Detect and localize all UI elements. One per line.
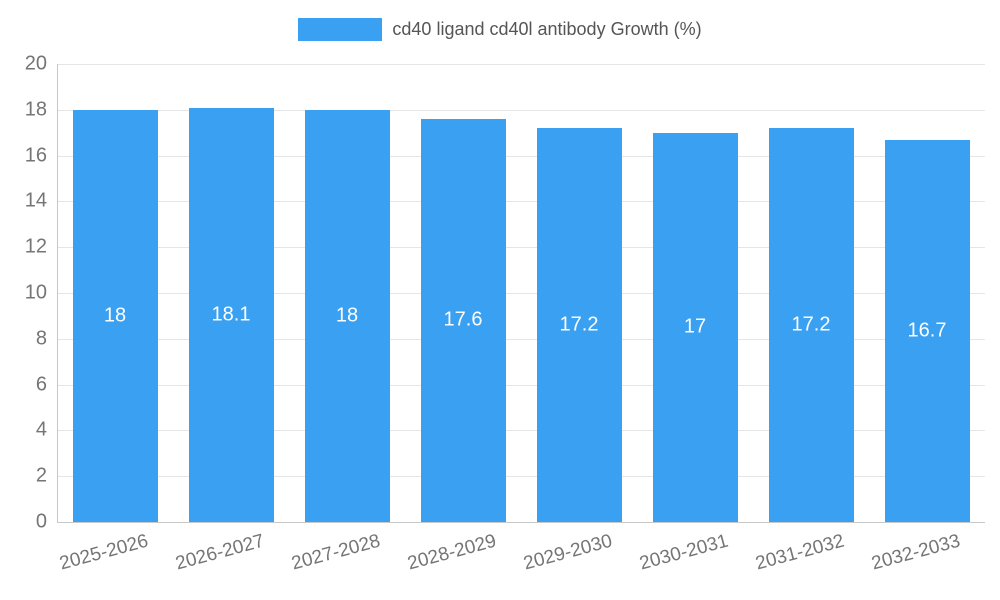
bar-value-label: 17: [683, 315, 707, 338]
bar-2025-2026[interactable]: [72, 109, 158, 522]
x-axis-tick-label: 2029-2030: [521, 530, 615, 575]
x-axis-tick-label: 2027-2028: [289, 530, 383, 575]
y-axis-tick-label: 8: [35, 327, 47, 350]
bar-value-label: 16.7: [907, 319, 947, 342]
x-axis-tick-label: 2031-2032: [753, 530, 847, 575]
bar-2032-2033[interactable]: [884, 139, 970, 522]
y-axis-tick-label: 4: [35, 418, 47, 441]
bar-value-label: 18: [103, 304, 127, 327]
gridline: [57, 384, 985, 386]
bar-2027-2028[interactable]: [304, 109, 390, 522]
y-axis-tick-label: 14: [24, 189, 47, 212]
gridline: [57, 293, 985, 294]
y-axis-tick-label: 0: [35, 510, 47, 533]
bar-2030-2031[interactable]: [652, 132, 738, 522]
gridline: [57, 201, 985, 203]
x-axis-line: [57, 522, 985, 523]
gridline: [57, 247, 985, 249]
bar-value-label: 17.2: [559, 313, 599, 336]
y-axis-line: [57, 64, 58, 522]
legend-swatch: [298, 18, 383, 41]
gridline: [57, 476, 985, 478]
legend[interactable]: cd40 ligand cd40l antibody Growth (%): [0, 18, 1000, 41]
gridline: [57, 155, 985, 157]
gridline: [57, 64, 985, 65]
x-axis-tick-label: 2030-2031: [637, 530, 731, 575]
legend-label: cd40 ligand cd40l antibody Growth (%): [392, 19, 702, 39]
y-axis-tick-label: 2: [35, 464, 47, 487]
y-axis-tick-label: 12: [24, 235, 47, 258]
bar-value-label: 18: [335, 304, 359, 327]
gridline: [57, 109, 985, 111]
bar-value-label: 17.2: [791, 313, 831, 336]
bar-2028-2029[interactable]: [420, 118, 506, 522]
y-axis-tick-label: 16: [24, 144, 47, 167]
bar-2029-2030[interactable]: [536, 128, 622, 522]
x-axis-tick-label: 2026-2027: [173, 530, 267, 575]
y-axis-tick-label: 10: [24, 281, 47, 304]
y-axis-tick-label: 6: [35, 373, 47, 396]
x-axis-tick-label: 2028-2029: [405, 530, 499, 575]
gridline: [57, 430, 985, 432]
x-axis-tick-label: 2032-2033: [869, 530, 963, 575]
y-axis-tick-label: 20: [24, 52, 47, 75]
y-axis-tick-label: 18: [24, 98, 47, 121]
bar-value-label: 18.1: [211, 303, 251, 326]
bar-2031-2032[interactable]: [768, 128, 854, 522]
x-axis-tick-label: 2025-2026: [57, 530, 151, 575]
bar-value-label: 17.6: [443, 308, 483, 331]
bar-2026-2027[interactable]: [188, 107, 274, 522]
gridline: [57, 338, 985, 340]
